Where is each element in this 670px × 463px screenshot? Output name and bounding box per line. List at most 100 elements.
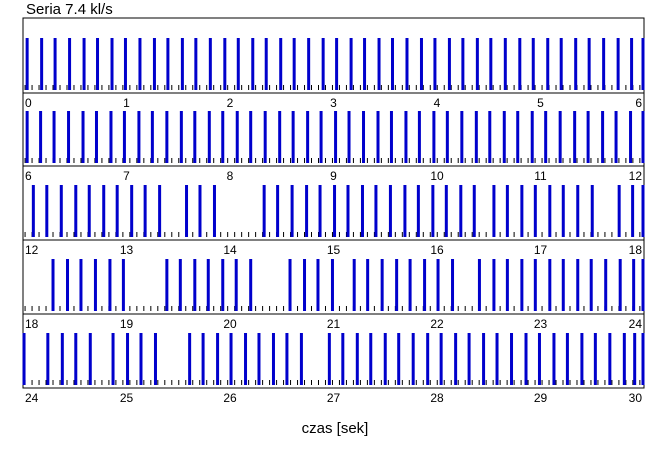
tick-label: 27: [327, 391, 341, 405]
pulse-bar: [188, 333, 192, 385]
pulse-bar: [505, 185, 509, 237]
pulse-bar: [530, 111, 534, 163]
pulse-bar: [601, 111, 605, 163]
pulse-bar: [319, 111, 323, 163]
pulse-bar: [278, 111, 282, 163]
pulse-bar: [472, 185, 476, 237]
tick-label: 0: [25, 96, 32, 110]
pulse-bar: [94, 111, 98, 163]
pulse-bar: [593, 333, 597, 385]
pulse-bar: [150, 111, 154, 163]
pulse-bar: [573, 111, 577, 163]
pulse-bar: [46, 333, 50, 385]
pulse-bar: [576, 259, 580, 311]
pulse-bar: [74, 185, 78, 237]
pulse-bar: [126, 333, 130, 385]
pulse-bar: [123, 38, 127, 90]
tick-label: 14: [223, 243, 237, 257]
pulse-bar: [631, 185, 635, 237]
pulse-bar: [403, 185, 407, 237]
pulse-bar: [158, 185, 162, 237]
pulse-bar: [22, 333, 26, 385]
pulse-bar: [178, 259, 182, 311]
pulse-bar: [334, 111, 338, 163]
pulse-bar: [185, 185, 189, 237]
pulse-bar: [447, 38, 451, 90]
pulse-bar: [395, 259, 399, 311]
tick-label: 8: [227, 169, 234, 183]
pulse-bar: [234, 259, 238, 311]
tick-label: 6: [635, 96, 642, 110]
pulse-bar: [303, 259, 307, 311]
pulse-bar: [212, 185, 216, 237]
pulse-bar: [346, 185, 350, 237]
pulse-bar: [130, 185, 134, 237]
pulse-bar: [641, 185, 645, 237]
pulse-bar: [180, 38, 184, 90]
tick-label: 9: [330, 169, 337, 183]
pulse-bar: [291, 111, 295, 163]
pulse-bar: [285, 333, 289, 385]
pulse-bar: [516, 111, 520, 163]
pulse-bar: [194, 38, 198, 90]
tick-label: 17: [534, 243, 548, 257]
pulse-bar: [614, 111, 618, 163]
pulse-bar: [335, 38, 339, 90]
tick-label: 3: [330, 96, 337, 110]
pulse-bar: [68, 38, 72, 90]
pulse-bar: [510, 333, 514, 385]
pulse-bar: [369, 333, 373, 385]
pulse-bar: [404, 111, 408, 163]
tick-label: 12: [629, 169, 643, 183]
pulse-bar: [622, 333, 626, 385]
pulse-bar: [546, 38, 550, 90]
pulse-bar: [389, 111, 393, 163]
pulse-bar: [380, 259, 384, 311]
tick-label: 11: [534, 169, 547, 183]
pulse-bar: [109, 111, 113, 163]
pulse-bar: [561, 259, 565, 311]
pulse-bar: [531, 38, 535, 90]
pulse-bar: [137, 111, 141, 163]
pulse-bar: [363, 38, 367, 90]
pulse-bar: [279, 38, 283, 90]
pulse-bar: [475, 38, 479, 90]
pulse-bar: [153, 333, 157, 385]
tick-label: 6: [25, 169, 32, 183]
tick-label: 24: [25, 391, 39, 405]
pulse-bar: [111, 333, 115, 385]
pulse-bar: [327, 333, 331, 385]
pulse-bar: [110, 38, 114, 90]
pulse-bar: [96, 38, 100, 90]
pulse-bar: [288, 259, 292, 311]
pulse-bar: [25, 38, 29, 90]
pulse-bar: [207, 111, 211, 163]
pulse-bar: [236, 38, 240, 90]
tick-label: 29: [534, 391, 548, 405]
pulse-bar: [362, 111, 366, 163]
pulse-bar: [152, 38, 156, 90]
pulse-bar: [533, 185, 537, 237]
pulse-bar: [52, 111, 56, 163]
pulse-bar: [558, 111, 562, 163]
pulse-bar: [383, 333, 387, 385]
tick-label: 2: [227, 96, 234, 110]
pulse-bar: [122, 111, 126, 163]
pulse-bar: [505, 259, 509, 311]
pulse-bar: [53, 38, 57, 90]
pulse-bar: [544, 111, 548, 163]
pulse-bar: [524, 333, 528, 385]
pulse-bar: [108, 259, 112, 311]
tick-label: 30: [629, 391, 643, 405]
pulse-bar: [143, 185, 147, 237]
pulse-bar: [347, 111, 351, 163]
pulse-bar: [179, 111, 183, 163]
pulse-bar: [518, 38, 522, 90]
pulse-bar: [537, 333, 541, 385]
tick-label: 19: [120, 317, 134, 331]
pulse-bar: [262, 185, 266, 237]
pulse-bar: [51, 259, 55, 311]
pulse-bar: [630, 38, 634, 90]
pulse-bar: [330, 259, 334, 311]
